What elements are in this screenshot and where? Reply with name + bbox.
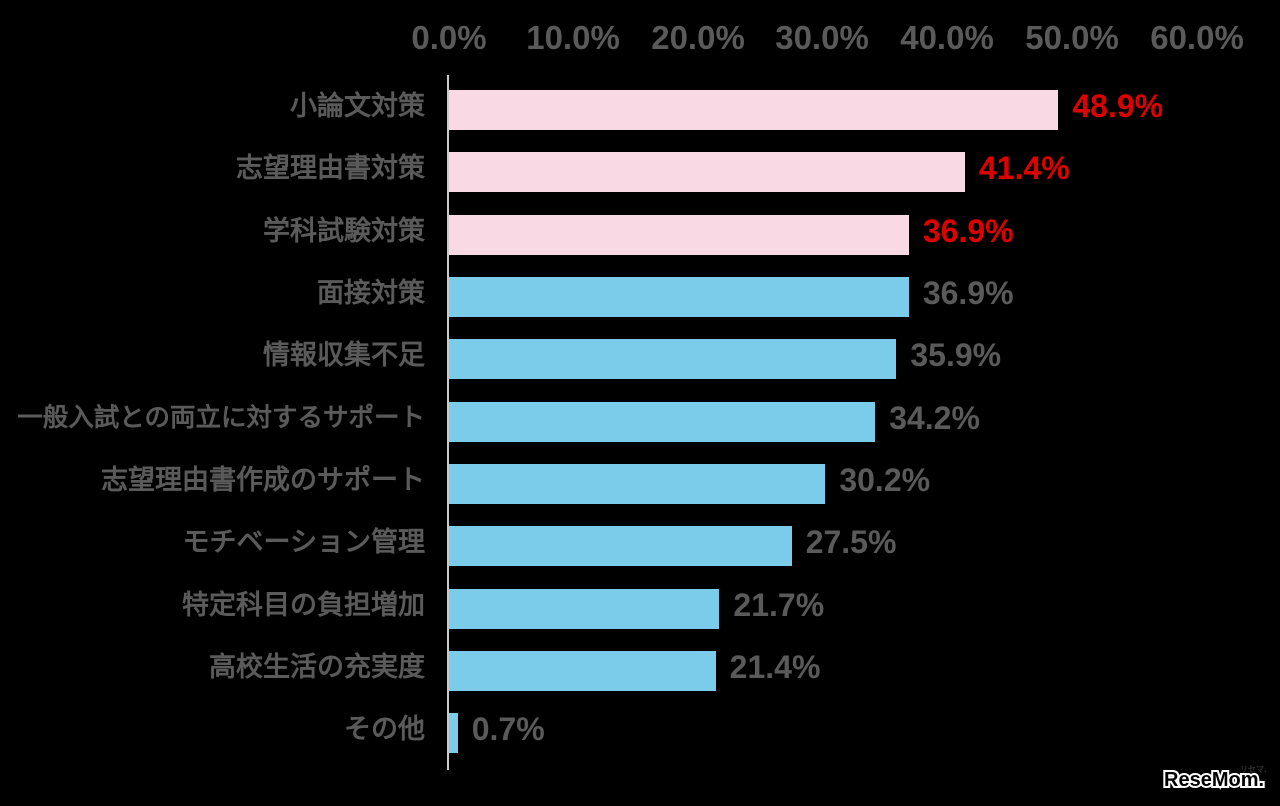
- svg-text:リセマム: リセマム: [1240, 765, 1266, 774]
